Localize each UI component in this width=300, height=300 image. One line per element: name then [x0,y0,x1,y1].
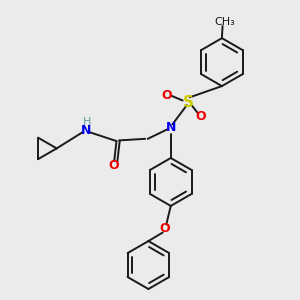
Text: S: S [183,94,194,110]
Text: H: H [82,117,91,127]
Text: O: O [196,110,206,123]
Text: N: N [81,124,91,137]
Text: CH₃: CH₃ [214,16,235,26]
Text: O: O [159,222,170,235]
Text: O: O [161,89,172,102]
Text: O: O [108,158,119,172]
Text: N: N [166,121,176,134]
